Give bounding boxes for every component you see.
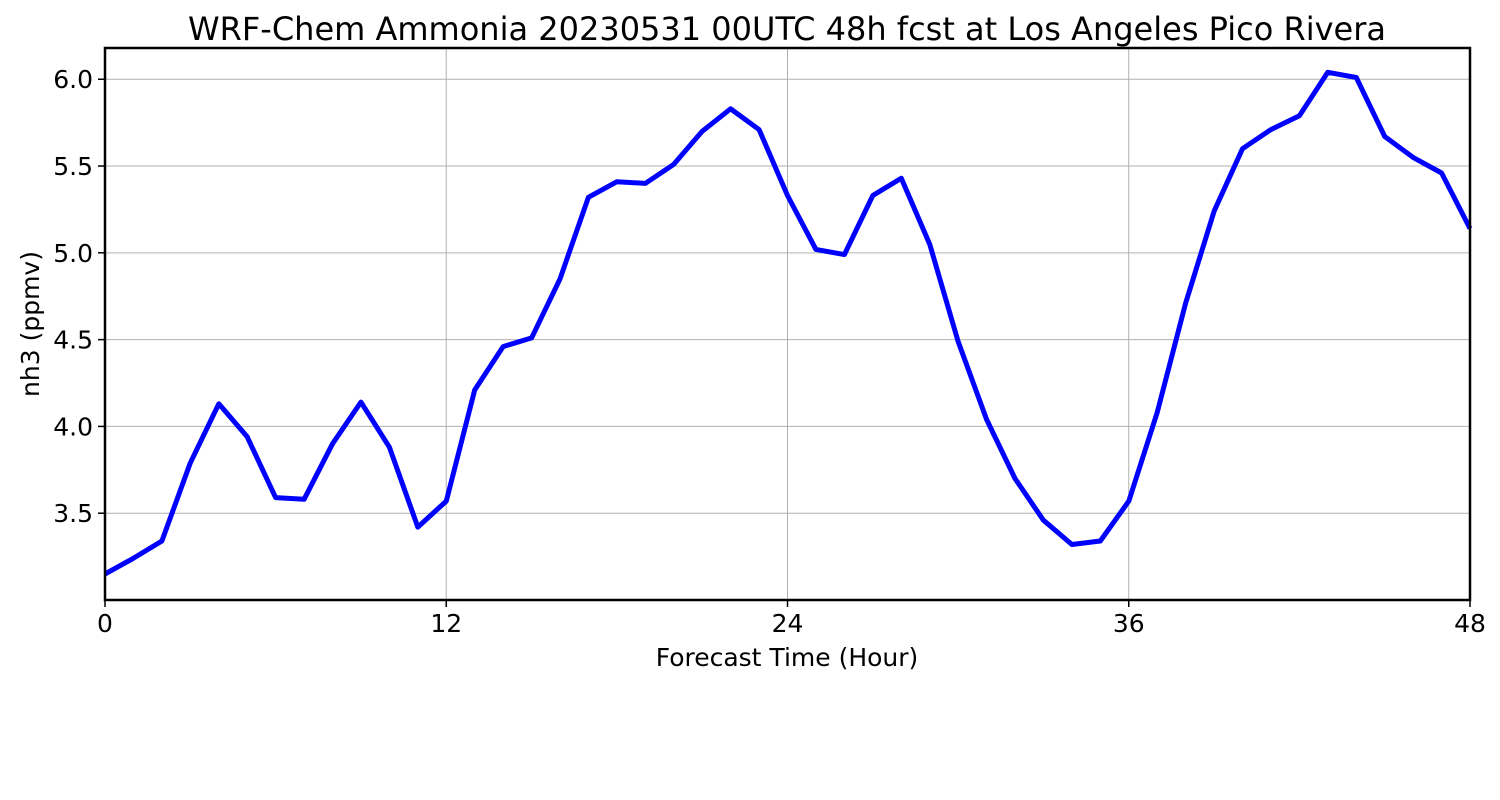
y-tick-label: 5.0 bbox=[53, 239, 93, 268]
x-axis-ticks: 0 12 24 36 48 bbox=[97, 600, 1486, 638]
y-tick-label: 4.0 bbox=[53, 412, 93, 441]
x-axis-label: Forecast Time (Hour) bbox=[656, 643, 919, 672]
y-tick-label: 4.5 bbox=[53, 326, 93, 355]
x-tick-label: 0 bbox=[97, 609, 113, 638]
y-tick-label: 5.5 bbox=[53, 152, 93, 181]
x-tick-label: 12 bbox=[430, 609, 462, 638]
x-tick-label: 24 bbox=[772, 609, 804, 638]
x-tick-label: 36 bbox=[1113, 609, 1145, 638]
chart-title: WRF-Chem Ammonia 20230531 00UTC 48h fcst… bbox=[188, 10, 1386, 48]
x-tick-label: 48 bbox=[1454, 609, 1486, 638]
y-tick-label: 6.0 bbox=[53, 65, 93, 94]
series-line bbox=[103, 69, 1473, 577]
series-layer bbox=[103, 69, 1473, 577]
y-tick-label: 3.5 bbox=[53, 499, 93, 528]
y-axis-ticks: 3.5 4.0 4.5 5.0 5.5 6.0 bbox=[53, 65, 105, 528]
y-axis-label: nh3 (ppmv) bbox=[16, 251, 45, 397]
